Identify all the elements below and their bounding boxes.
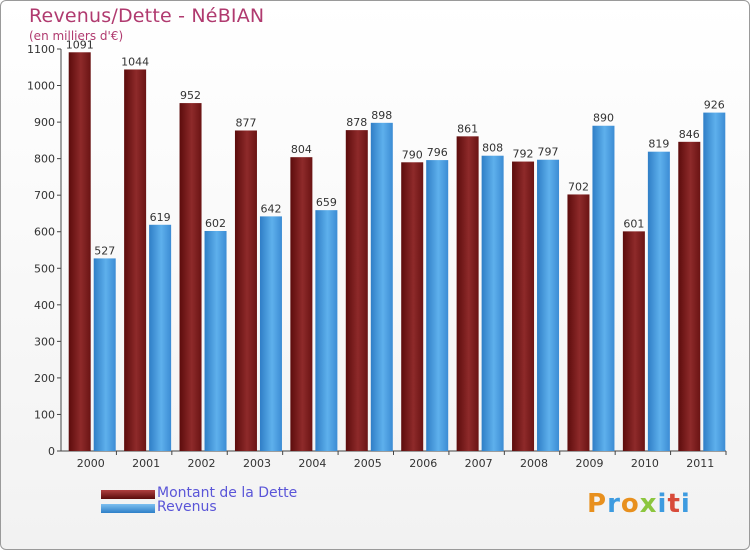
bar-label-revenus: 797 [538, 146, 559, 159]
chart-title: Revenus/Dette - NéBIAN [29, 5, 265, 27]
y-tick-label: 1100 [27, 43, 55, 56]
y-tick-label: 600 [34, 226, 55, 239]
x-tick-label: 2008 [520, 457, 548, 470]
x-tick-label: 2001 [132, 457, 160, 470]
bar-label-dette: 702 [568, 180, 589, 193]
x-tick-label: 2000 [77, 457, 105, 470]
bar-dette [234, 130, 257, 451]
bar-revenus [481, 155, 504, 452]
bar-revenus [93, 258, 116, 451]
chart-subtitle: (en milliers d'€) [29, 29, 124, 43]
bar-label-revenus: 890 [593, 112, 614, 125]
bar-label-dette: 861 [457, 122, 478, 135]
y-tick-label: 100 [34, 408, 55, 421]
bar-revenus [592, 125, 615, 451]
bar-dette [622, 231, 645, 451]
bar-dette [567, 194, 590, 451]
bar-label-revenus: 619 [150, 211, 171, 224]
x-tick-label: 2010 [631, 457, 659, 470]
bar-label-dette: 878 [346, 116, 367, 129]
bar-dette [290, 157, 313, 451]
bar-revenus [149, 224, 172, 451]
x-tick-label: 2011 [686, 457, 714, 470]
bar-revenus [647, 151, 670, 451]
bar-dette [401, 162, 424, 452]
legend-swatch-dette [101, 490, 155, 499]
x-tick-label: 2002 [188, 457, 216, 470]
x-tick-label: 2003 [243, 457, 271, 470]
bar-label-revenus: 527 [94, 244, 115, 257]
bar-dette [512, 161, 535, 451]
bar-label-dette: 952 [180, 89, 201, 102]
bar-revenus [370, 122, 393, 452]
bar-label-revenus: 602 [205, 217, 226, 230]
y-tick-label: 800 [34, 153, 55, 166]
bar-label-revenus: 642 [260, 202, 281, 215]
y-tick-label: 0 [48, 445, 55, 458]
bar-dette [678, 141, 701, 452]
bar-dette [179, 103, 202, 451]
bar-label-revenus: 808 [482, 142, 503, 155]
y-tick-label: 300 [34, 335, 55, 348]
legend-item-revenus: Revenus [101, 499, 361, 517]
bar-revenus [204, 230, 227, 451]
bar-label-dette: 804 [291, 143, 312, 156]
bar-revenus [537, 159, 560, 451]
bar-label-revenus: 659 [316, 196, 337, 209]
bar-label-revenus: 926 [704, 99, 725, 112]
bar-label-dette: 1091 [66, 38, 94, 51]
bar-label-dette: 877 [235, 116, 256, 129]
bar-label-dette: 601 [623, 217, 644, 230]
bar-label-revenus: 819 [648, 138, 669, 151]
x-tick-label: 2004 [298, 457, 326, 470]
proxiti-logo: Proxiti [587, 489, 691, 519]
y-tick-label: 1000 [27, 80, 55, 93]
bar-revenus [259, 216, 282, 451]
x-tick-label: 2007 [465, 457, 493, 470]
x-tick-label: 2006 [409, 457, 437, 470]
y-tick-label: 500 [34, 262, 55, 275]
bar-label-dette: 790 [402, 148, 423, 161]
y-tick-label: 700 [34, 189, 55, 202]
y-tick-label: 900 [34, 116, 55, 129]
bar-dette [124, 69, 147, 451]
x-tick-label: 2005 [354, 457, 382, 470]
y-tick-label: 400 [34, 299, 55, 312]
legend-swatch-revenus [101, 504, 155, 513]
bar-label-dette: 792 [513, 148, 534, 161]
bar-revenus [703, 112, 726, 452]
legend-label-dette: Montant de la Dette [157, 485, 298, 501]
bar-revenus [426, 160, 449, 451]
x-tick-label: 2009 [575, 457, 603, 470]
bar-dette [345, 130, 368, 451]
bar-label-revenus: 898 [371, 109, 392, 122]
legend-item-dette: Montant de la Dette [101, 485, 361, 503]
bar-dette [456, 136, 479, 452]
bar-label-dette: 1044 [121, 55, 149, 68]
legend-label-revenus: Revenus [157, 499, 217, 515]
bar-label-revenus: 796 [427, 146, 448, 159]
y-tick-label: 200 [34, 372, 55, 385]
bar-dette [68, 52, 91, 451]
bar-revenus [315, 210, 338, 451]
bar-label-dette: 846 [679, 128, 700, 141]
